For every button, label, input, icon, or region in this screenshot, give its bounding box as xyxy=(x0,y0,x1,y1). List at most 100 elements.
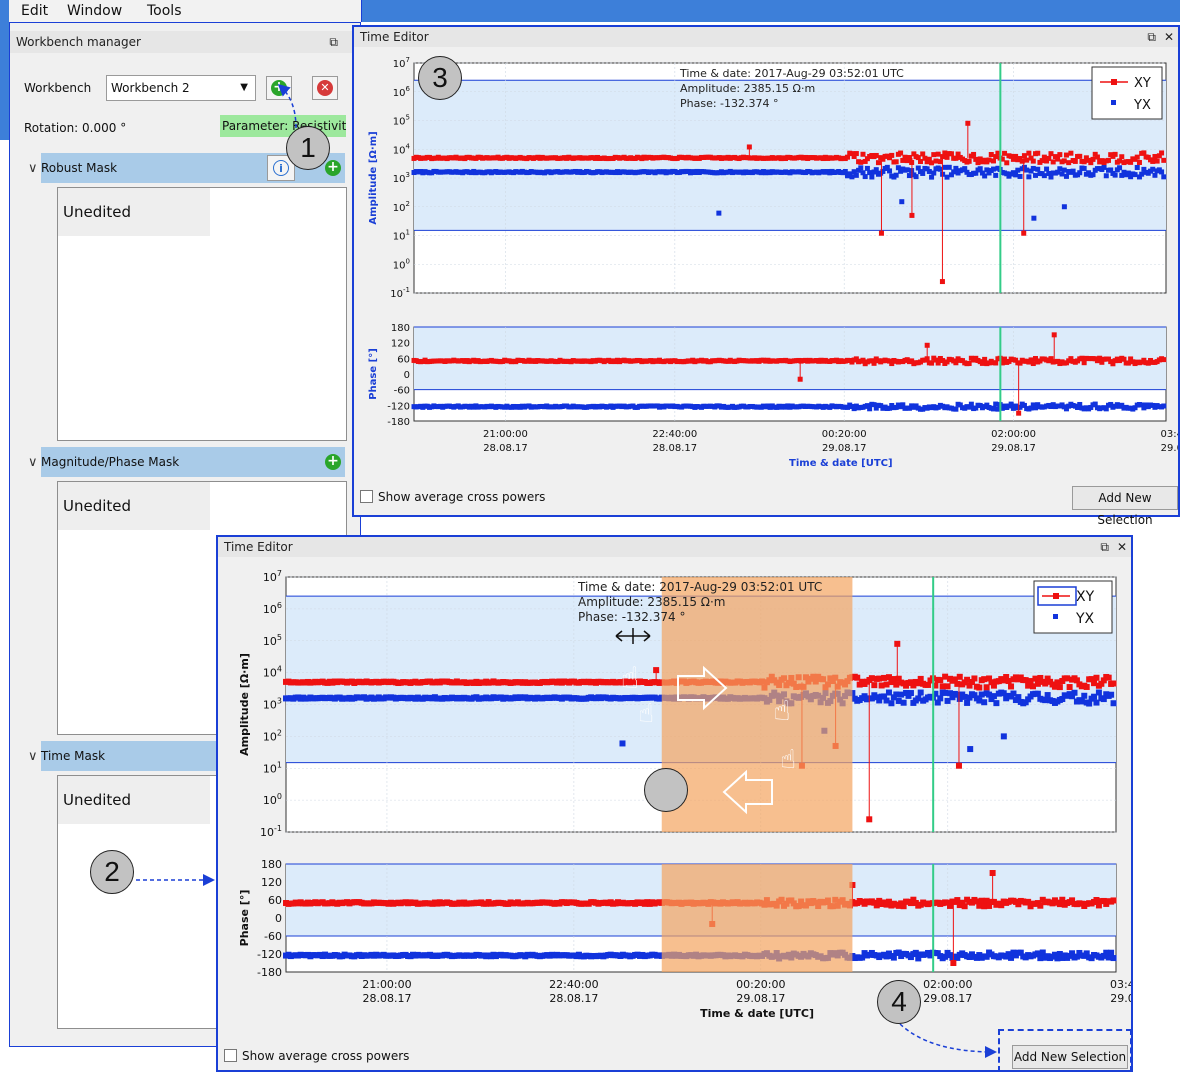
section-magnitude-phase-mask[interactable]: Magnitude/Phase Mask + xyxy=(41,447,345,477)
close-icon[interactable]: ✕ xyxy=(1163,30,1174,44)
data-point xyxy=(1068,150,1074,156)
data-point xyxy=(1117,165,1123,171)
data-point xyxy=(1034,680,1041,687)
data-point xyxy=(1073,953,1080,960)
data-point xyxy=(890,954,897,961)
data-point xyxy=(976,697,983,704)
data-point xyxy=(1098,680,1105,687)
data-point xyxy=(988,151,994,157)
data-point xyxy=(1121,356,1127,362)
data-point xyxy=(1119,402,1125,408)
data-point xyxy=(878,403,884,409)
close-icon[interactable]: ✕ xyxy=(1116,540,1127,554)
data-point xyxy=(1075,404,1081,410)
workbench-select[interactable]: Workbench 2 ▼ xyxy=(106,75,256,101)
menu-window[interactable]: Window xyxy=(67,3,123,19)
data-point xyxy=(1092,151,1098,157)
chevron-down-icon[interactable]: ∨ xyxy=(28,161,38,176)
data-point xyxy=(1039,158,1045,164)
outlier-point xyxy=(1031,215,1037,221)
data-point xyxy=(873,902,880,909)
add-new-selection-button[interactable]: Add New Selection xyxy=(1012,1045,1128,1069)
data-point xyxy=(933,357,939,363)
data-point xyxy=(1042,680,1049,687)
list-item[interactable]: Unedited xyxy=(58,776,210,824)
data-point xyxy=(1021,164,1027,170)
data-point xyxy=(1013,153,1019,159)
data-point xyxy=(862,174,868,180)
show-average-checkbox[interactable] xyxy=(360,490,373,503)
data-point xyxy=(1150,158,1156,164)
outlier-point xyxy=(924,342,930,348)
data-point xyxy=(906,155,912,161)
data-point xyxy=(1083,155,1089,161)
data-point xyxy=(971,692,978,699)
time-selection-region xyxy=(661,577,853,832)
list-item[interactable]: Unedited xyxy=(58,482,210,530)
outlier-point xyxy=(1000,733,1007,740)
time-editor-chart[interactable]: 10-1 100 101 102 103 104 105 106 107 180 120 60 0 -60… xyxy=(218,557,1131,1035)
data-point xyxy=(942,953,949,960)
amplitude-tick-label: 10-1 xyxy=(390,286,410,300)
data-point xyxy=(986,157,992,163)
data-point xyxy=(1154,158,1160,164)
data-point xyxy=(977,156,983,162)
time-tick-label: 22:40:00 xyxy=(549,978,598,991)
data-point xyxy=(1030,402,1036,408)
float-icon[interactable]: ⧉ xyxy=(1147,30,1156,44)
plus-icon[interactable]: + xyxy=(325,160,341,176)
data-point xyxy=(887,405,893,411)
data-point xyxy=(986,675,993,682)
float-icon[interactable]: ⧉ xyxy=(1100,540,1109,554)
data-point xyxy=(1091,693,1098,700)
data-point xyxy=(1039,949,1046,956)
data-point xyxy=(939,683,946,690)
amplitude-tick-label: 107 xyxy=(263,569,282,584)
data-point xyxy=(1112,151,1118,157)
data-point xyxy=(1091,680,1098,687)
add-workbench-button[interactable]: + xyxy=(266,76,292,100)
amplitude-tick-label: 100 xyxy=(263,792,282,807)
data-point xyxy=(1066,160,1072,166)
menu-tools[interactable]: Tools xyxy=(147,3,182,19)
list-item[interactable]: Unedited xyxy=(58,188,210,236)
show-average-checkbox[interactable] xyxy=(224,1049,237,1062)
add-new-selection-button[interactable]: Add New Selection xyxy=(1072,486,1178,527)
amplitude-tick-label: 104 xyxy=(393,142,411,156)
data-point xyxy=(867,170,873,176)
time-editor-chart[interactable]: 10-1 100 101 102 103 104 105 106 107 180 120 60 0 -60… xyxy=(354,47,1178,487)
callout-4: 4 xyxy=(877,980,921,1024)
time-tick-label: 03:40:00 xyxy=(1160,429,1178,440)
time-tick-label: 02:00:00 xyxy=(923,978,972,991)
data-point xyxy=(885,898,892,905)
data-point xyxy=(1061,158,1067,164)
delete-workbench-button[interactable]: ✕ xyxy=(312,76,338,100)
callout-1: 1 xyxy=(286,126,330,170)
data-point xyxy=(847,171,853,177)
data-point xyxy=(875,160,881,166)
data-point xyxy=(990,682,997,689)
data-point xyxy=(1034,690,1041,697)
data-point xyxy=(966,360,972,366)
time-tick-label: 00:20:00 xyxy=(822,429,867,440)
data-point xyxy=(1033,405,1039,411)
data-point xyxy=(1032,675,1039,682)
data-point xyxy=(988,679,995,686)
robust-mask-list[interactable]: Unedited xyxy=(57,187,347,441)
data-point xyxy=(979,360,985,366)
data-point xyxy=(1103,173,1109,179)
float-icon[interactable]: ⧉ xyxy=(329,35,338,49)
chevron-down-icon[interactable]: ∨ xyxy=(28,455,38,470)
data-point xyxy=(954,680,961,687)
chevron-down-icon[interactable]: ∨ xyxy=(28,749,38,764)
data-point xyxy=(983,897,990,904)
callout-2: 2 xyxy=(90,850,134,894)
data-point xyxy=(944,683,951,690)
data-point xyxy=(1041,154,1047,160)
menu-edit[interactable]: Edit xyxy=(21,3,49,19)
data-point xyxy=(898,150,904,156)
data-point xyxy=(990,406,996,412)
data-point xyxy=(976,902,983,909)
data-point xyxy=(984,167,990,173)
plus-icon[interactable]: + xyxy=(325,454,341,470)
